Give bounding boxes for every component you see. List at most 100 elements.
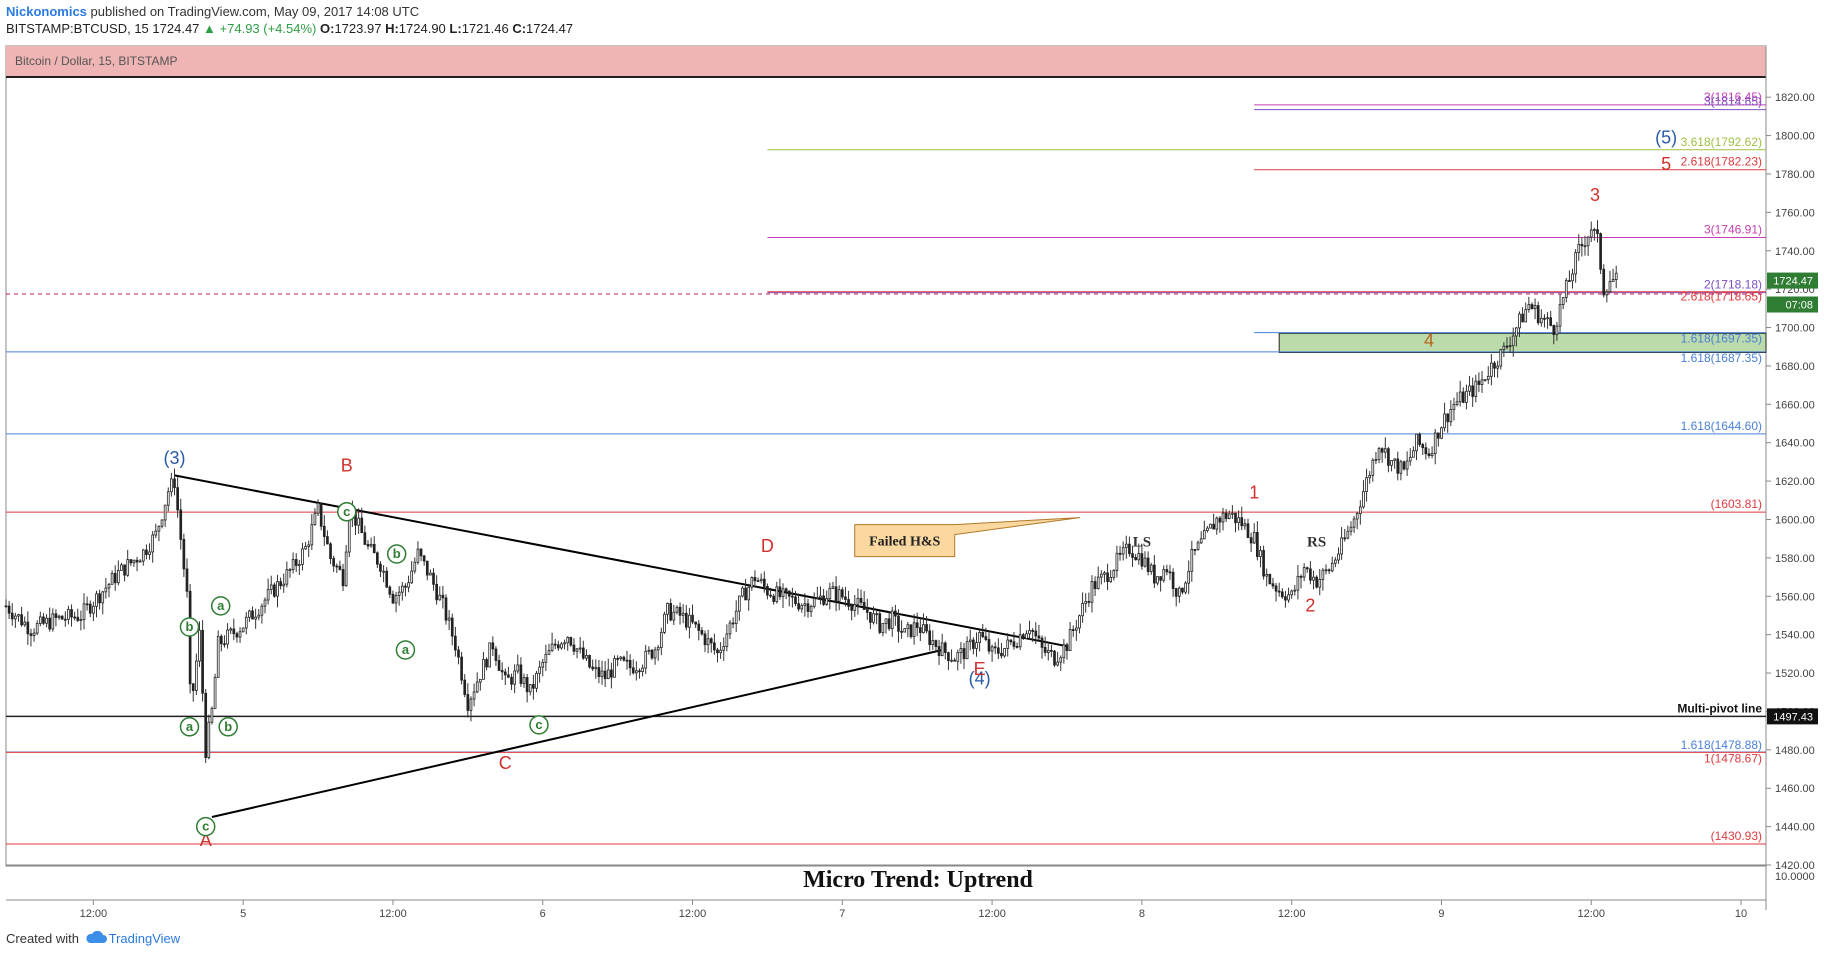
- x-tick-label: 7: [839, 908, 845, 920]
- candle-up: [488, 642, 492, 668]
- candle-up: [1518, 313, 1521, 329]
- candle-up: [438, 594, 442, 601]
- price-badge: [1767, 272, 1818, 289]
- footer: Created with TradingView: [6, 930, 180, 946]
- candle-down: [909, 624, 913, 638]
- author-link[interactable]: Nickonomics: [6, 4, 87, 19]
- candle-up: [1527, 304, 1531, 311]
- candle-up: [1231, 512, 1234, 515]
- wave-label: 4: [1424, 331, 1434, 351]
- candle-up: [95, 593, 98, 607]
- candle-up: [126, 559, 130, 576]
- candle-up: [741, 587, 744, 597]
- candle-down: [1568, 280, 1571, 282]
- candle-up: [110, 573, 114, 585]
- tradingview-link[interactable]: TradingView: [85, 930, 180, 946]
- candle-down: [185, 568, 189, 592]
- candle-up: [1025, 633, 1028, 639]
- candle-down: [48, 617, 52, 630]
- candle-down: [610, 669, 613, 678]
- candle-up: [1143, 557, 1147, 567]
- candle-up: [1574, 252, 1577, 275]
- candle-down: [422, 555, 426, 562]
- candle-up: [1430, 453, 1434, 457]
- candle-down: [435, 583, 438, 601]
- candle-up: [1184, 582, 1187, 593]
- candle-up: [400, 585, 404, 593]
- price-change: ▲ +74.93 (+4.54%): [203, 21, 317, 36]
- candle-up: [578, 647, 582, 650]
- y-tick-label: 1440.00: [1775, 822, 1815, 834]
- candle-up: [1408, 456, 1412, 462]
- candle-up: [347, 516, 351, 553]
- candle-down: [70, 609, 73, 618]
- candle-up: [1558, 304, 1562, 327]
- candle-up: [781, 588, 785, 598]
- candle-down: [597, 667, 601, 677]
- candle-down: [834, 586, 838, 602]
- candle-down: [1171, 571, 1175, 589]
- high-label: H:: [385, 21, 399, 36]
- candle-up: [990, 646, 994, 652]
- candle-down: [603, 670, 607, 680]
- candle-down: [993, 646, 997, 649]
- candle-down: [273, 584, 276, 597]
- candle-up: [1511, 335, 1515, 346]
- candle-down: [1549, 317, 1553, 326]
- candle-up: [1109, 577, 1113, 582]
- candle-up: [931, 640, 935, 646]
- candle-up: [912, 622, 916, 638]
- candle-up: [706, 638, 710, 646]
- candle-down: [1246, 523, 1250, 539]
- candle-up: [1577, 243, 1581, 254]
- candle-down: [731, 622, 735, 625]
- candle-up: [32, 632, 36, 636]
- candle-up: [750, 577, 754, 588]
- candle-up: [563, 642, 566, 645]
- candle-down: [716, 649, 719, 654]
- candle-down: [766, 585, 769, 596]
- candle-up: [1190, 549, 1194, 572]
- candle-down: [622, 656, 626, 661]
- candle-up: [1561, 297, 1565, 306]
- candle-down: [1037, 635, 1041, 639]
- candle-up: [641, 667, 644, 672]
- candle-down: [1093, 581, 1097, 590]
- candle-up: [1137, 553, 1141, 561]
- candle-up: [1078, 615, 1081, 629]
- candle-down: [294, 559, 298, 566]
- candle-down: [1224, 512, 1228, 519]
- candle-up: [1290, 590, 1294, 596]
- y-tick-label: 1580.00: [1775, 553, 1815, 565]
- candle-up: [23, 621, 27, 626]
- candle-down: [1181, 587, 1184, 593]
- candle-down: [806, 603, 810, 612]
- candle-down: [1249, 537, 1253, 544]
- subwave-circle: [529, 715, 549, 735]
- candle-up: [881, 623, 885, 633]
- candle-down: [54, 613, 58, 618]
- price-axis: 1820.001800.001780.001760.001740.001720.…: [1766, 92, 1818, 883]
- level-label: (1603.81): [1711, 497, 1762, 511]
- candle-up: [1468, 385, 1471, 392]
- candle-down: [454, 635, 457, 651]
- candle-down: [1280, 591, 1284, 598]
- candle-up: [1075, 627, 1078, 631]
- candle-up: [672, 611, 676, 621]
- candle-down: [875, 613, 878, 616]
- x-tick-label: 12:00: [679, 908, 707, 920]
- candle-down: [794, 596, 797, 605]
- candle-down: [223, 643, 226, 646]
- candle-down: [507, 674, 510, 678]
- candle-down: [201, 629, 204, 694]
- candle-up: [513, 670, 516, 685]
- price-series: [4, 220, 1618, 763]
- level-label: 1(1478.67): [1704, 751, 1762, 765]
- candle-down: [947, 652, 950, 662]
- candle-down: [1031, 630, 1035, 632]
- candle-down: [1446, 413, 1450, 423]
- candle-down: [1309, 568, 1312, 581]
- candle-down: [1134, 557, 1137, 561]
- wave-label: 1: [1249, 482, 1259, 502]
